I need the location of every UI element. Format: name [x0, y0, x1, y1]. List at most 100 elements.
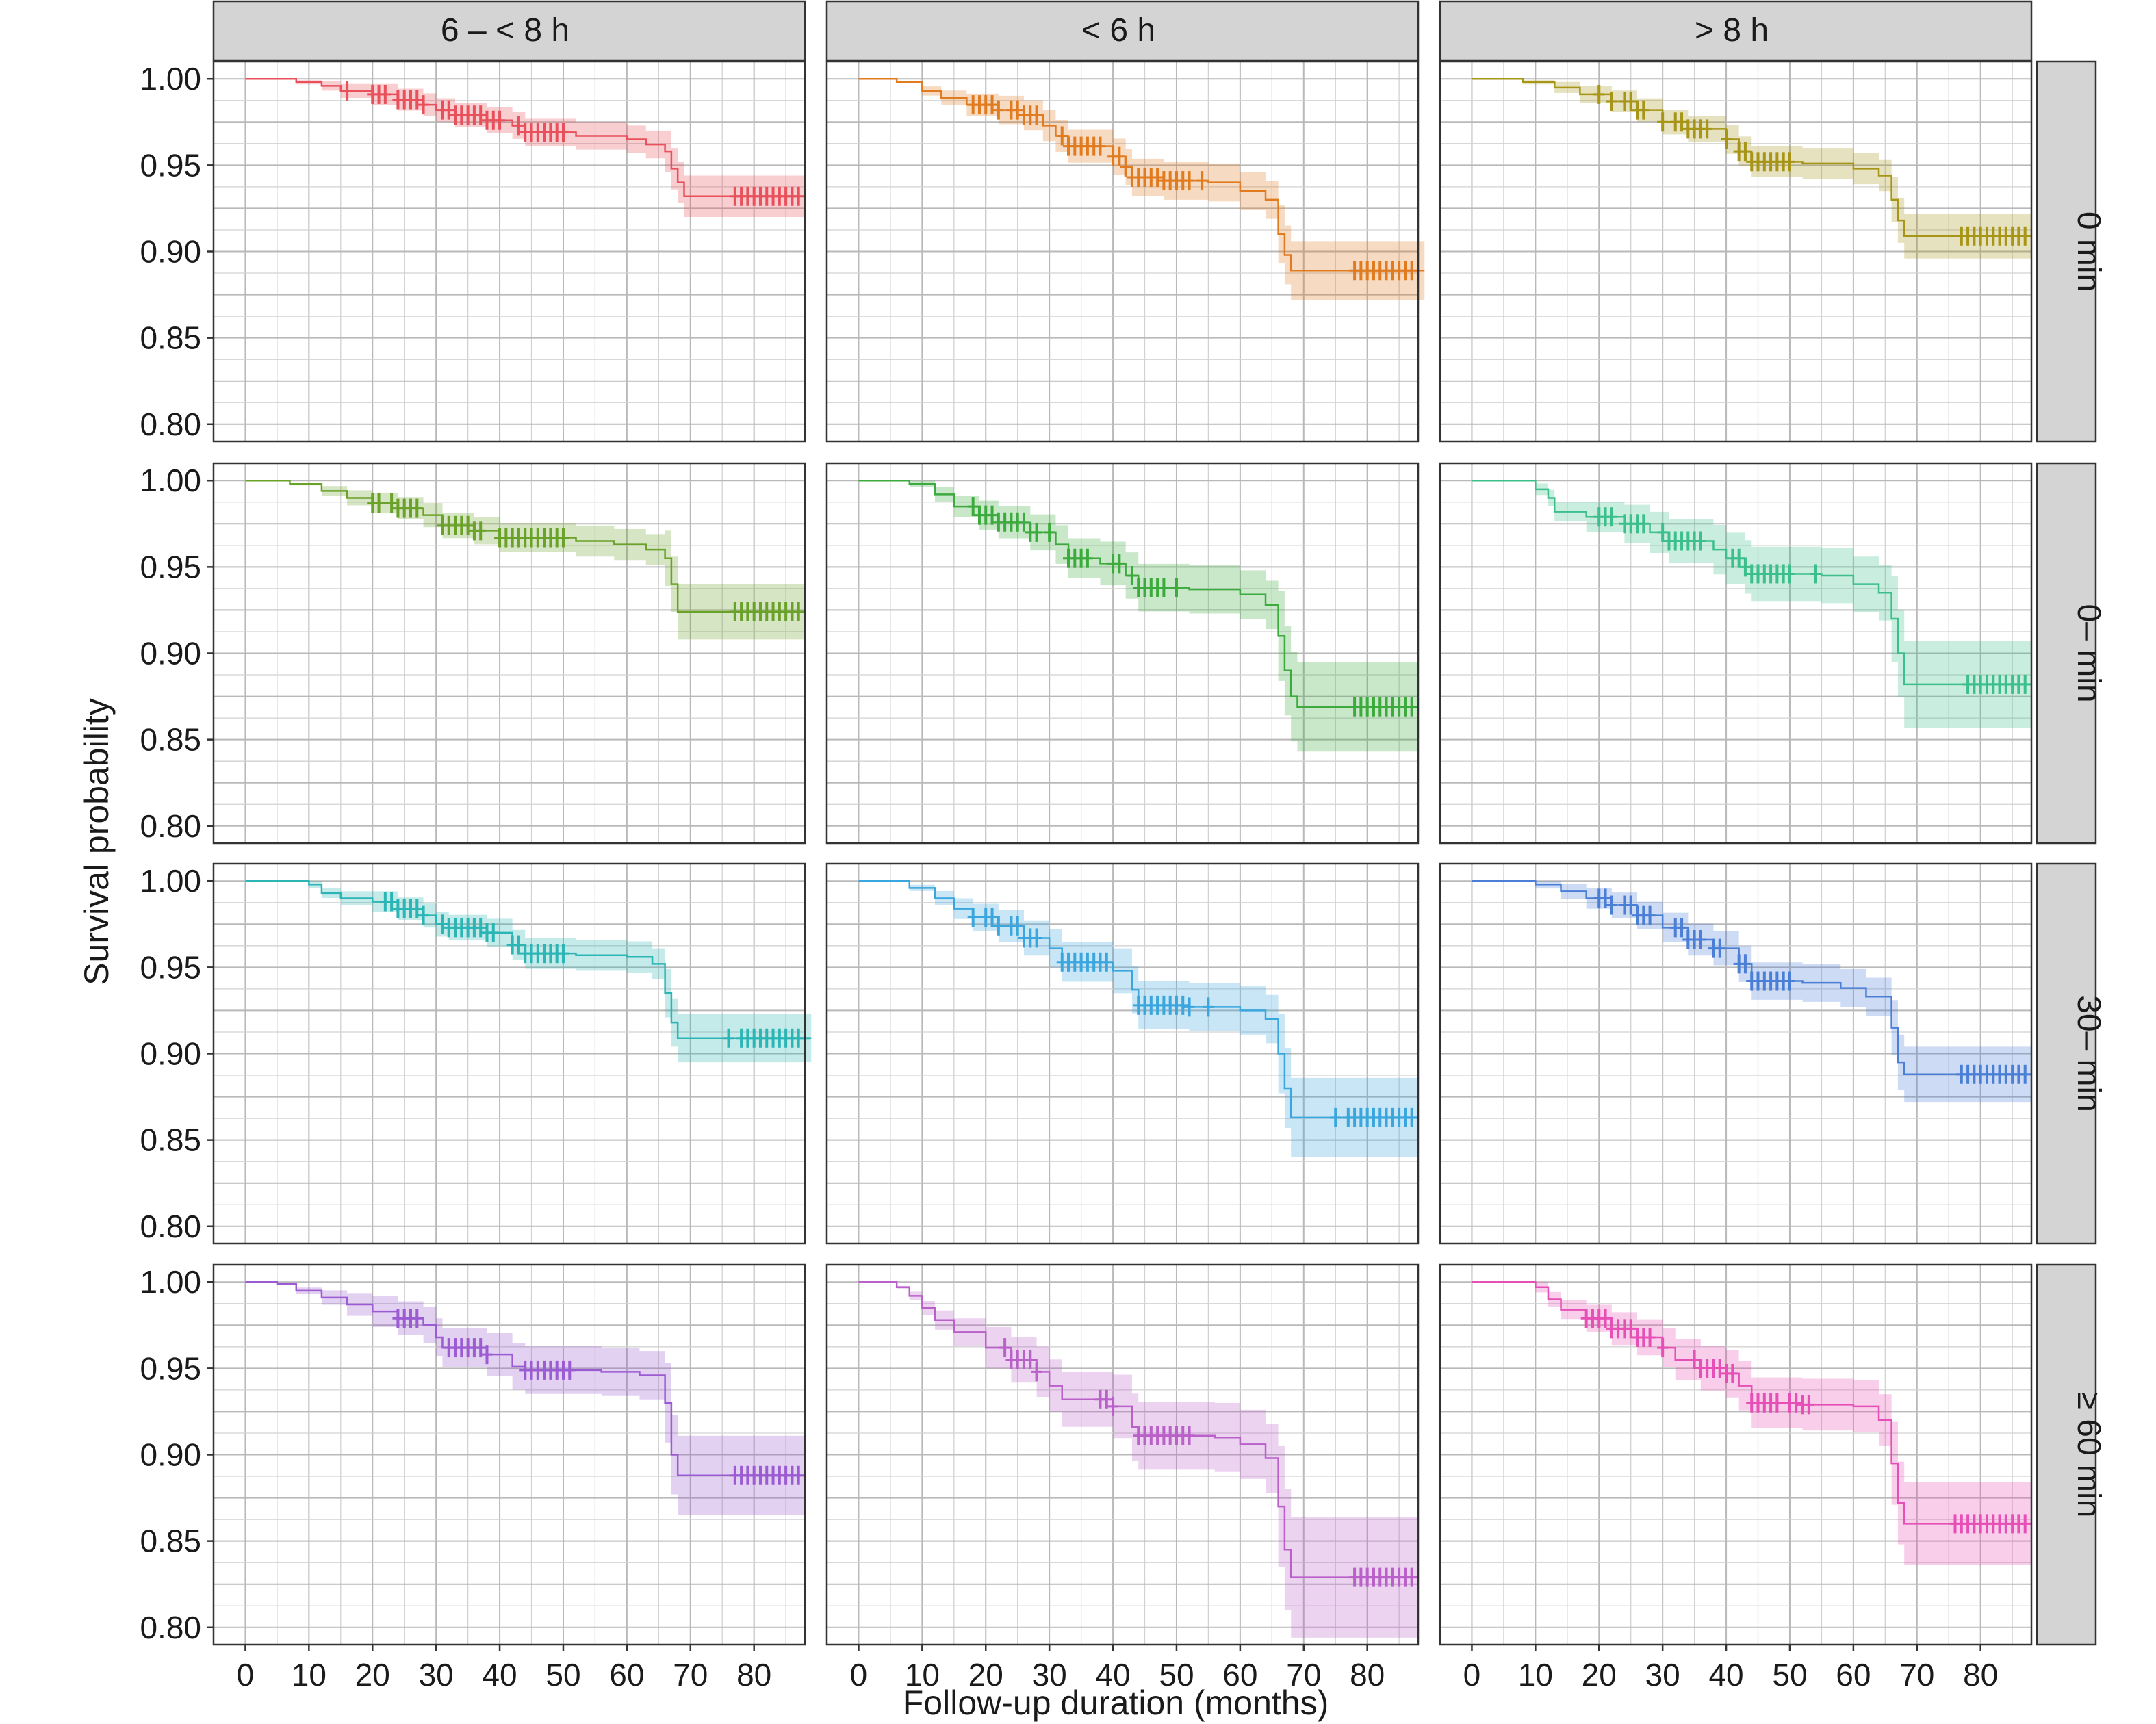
confidence-band: [245, 1282, 805, 1515]
column-strip: [1439, 0, 2033, 62]
confidence-band: [1472, 881, 2031, 1103]
panel-frame: [1439, 862, 2033, 1245]
x-tick-label: 0: [850, 1657, 868, 1693]
column-strip: [212, 0, 806, 62]
x-tick-label: 10: [292, 1657, 326, 1693]
x-tick-label: 10: [1518, 1657, 1553, 1693]
x-tick-label: 30: [1645, 1657, 1680, 1693]
facet-panel: [1439, 60, 2033, 443]
x-tick-label: 0: [237, 1657, 255, 1693]
y-tick-label: 0.80: [140, 808, 201, 844]
panel-frame: [825, 60, 1420, 443]
y-tick-label: 1.00: [140, 863, 201, 899]
x-tick-label: 70: [1286, 1657, 1321, 1693]
survival-line: [1472, 479, 2031, 686]
x-tick-label: 60: [1222, 1657, 1257, 1693]
panel-frame: [1439, 60, 2033, 443]
y-tick-label: 1.00: [140, 61, 201, 97]
x-tick-label: 20: [1582, 1657, 1617, 1693]
panel-frame: [1439, 462, 2033, 845]
facet-panel: [1439, 462, 2033, 845]
y-tick-label: 0.95: [140, 949, 201, 985]
facet-panel: [825, 462, 1420, 845]
y-tick-label: 0.90: [140, 636, 201, 671]
facet-panel: 0 10 20 30 40 50 60 70 80: [825, 1263, 1420, 1693]
row-strip: [2036, 60, 2097, 443]
x-tick-label: 50: [546, 1657, 580, 1693]
facet-panel: [1439, 862, 2033, 1245]
facet-panel: 0.80 0.85 0.90 0.95 1.00 0 10 20 30 40 50 60 70 80: [140, 1263, 806, 1693]
panel-frame: [825, 462, 1420, 845]
x-axis-title: Follow-up duration (months): [903, 1684, 1329, 1722]
y-tick-label: 0.90: [140, 234, 201, 270]
confidence-band: [858, 1282, 1418, 1638]
row-strip: [2036, 862, 2097, 1245]
y-axis-title: Survival probability: [77, 698, 116, 986]
x-tick-label: 0: [1463, 1657, 1481, 1693]
x-tick-label: 10: [905, 1657, 940, 1693]
y-tick-label: 0.85: [140, 1122, 201, 1158]
y-tick-label: 0.95: [140, 549, 201, 584]
panel-frame: [825, 1263, 1420, 1646]
x-tick-label: 70: [1899, 1657, 1934, 1693]
survival-line: [858, 879, 1418, 1119]
x-tick-label: 40: [1095, 1657, 1130, 1693]
confidence-band: [858, 480, 1418, 752]
survival-line: [1472, 879, 2031, 1076]
survival-line: [858, 1281, 1418, 1578]
row-header: ≥ 60 min: [2070, 1392, 2107, 1518]
y-tick-label: 1.00: [140, 463, 201, 498]
facet-panel: 0.80 0.85 0.90 0.95 1.00: [140, 60, 806, 443]
facet-panel: [825, 60, 1425, 443]
x-tick-label: 20: [355, 1657, 390, 1693]
x-tick-label: 50: [1159, 1657, 1194, 1693]
panel-frame: [825, 862, 1420, 1245]
panel-frame: [1439, 1263, 2033, 1646]
x-tick-label: 70: [673, 1657, 708, 1693]
facet-panel: 0 10 20 30 40 50 60 70 80: [1439, 1263, 2033, 1693]
survival-line: [1472, 77, 2031, 237]
row-strip: [2036, 1263, 2097, 1646]
y-tick-label: 0.80: [140, 1610, 201, 1645]
confidence-band: [858, 881, 1418, 1157]
y-tick-label: 0.80: [140, 1209, 201, 1244]
x-tick-label: 20: [968, 1657, 1003, 1693]
y-tick-label: 0.90: [140, 1437, 201, 1473]
confidence-band: [245, 881, 812, 1063]
y-tick-label: 0.85: [140, 320, 201, 356]
x-tick-label: 60: [609, 1657, 644, 1693]
confidence-band: [1472, 1282, 2031, 1565]
survival-line: [245, 1281, 805, 1477]
facet-panel: 0.80 0.85 0.90 0.95 1.00: [140, 462, 806, 845]
x-tick-label: 80: [1350, 1657, 1385, 1693]
confidence-band: [1472, 480, 2031, 728]
x-tick-label: 40: [482, 1657, 517, 1693]
y-tick-label: 0.95: [140, 1350, 201, 1386]
y-tick-label: 0.85: [140, 1523, 201, 1559]
row-header: 0– min: [2070, 604, 2107, 702]
x-tick-label: 50: [1772, 1657, 1807, 1693]
row-strip: [2036, 462, 2097, 845]
y-tick-label: 0.80: [140, 407, 201, 442]
column-strip: [825, 0, 1420, 62]
y-tick-label: 0.90: [140, 1036, 201, 1072]
column-header-1: 6 – < 8 h: [441, 12, 569, 49]
confidence-band: [245, 480, 805, 640]
column-header-2: < 6 h: [1081, 12, 1155, 49]
x-tick-label: 60: [1836, 1657, 1871, 1693]
x-tick-label: 30: [1032, 1657, 1067, 1693]
confidence-band: [858, 79, 1425, 300]
facet-panel: [825, 862, 1420, 1245]
facet-panel: 0.80 0.85 0.90 0.95 1.00: [140, 862, 812, 1245]
x-tick-label: 30: [419, 1657, 454, 1693]
x-tick-label: 40: [1708, 1657, 1743, 1693]
row-header: 0 min: [2070, 211, 2107, 292]
y-tick-label: 0.95: [140, 147, 201, 183]
column-header-3: > 8 h: [1695, 12, 1769, 49]
y-tick-label: 1.00: [140, 1264, 201, 1300]
x-tick-label: 80: [1963, 1657, 1998, 1693]
x-tick-label: 80: [736, 1657, 771, 1693]
y-tick-label: 0.85: [140, 722, 201, 758]
